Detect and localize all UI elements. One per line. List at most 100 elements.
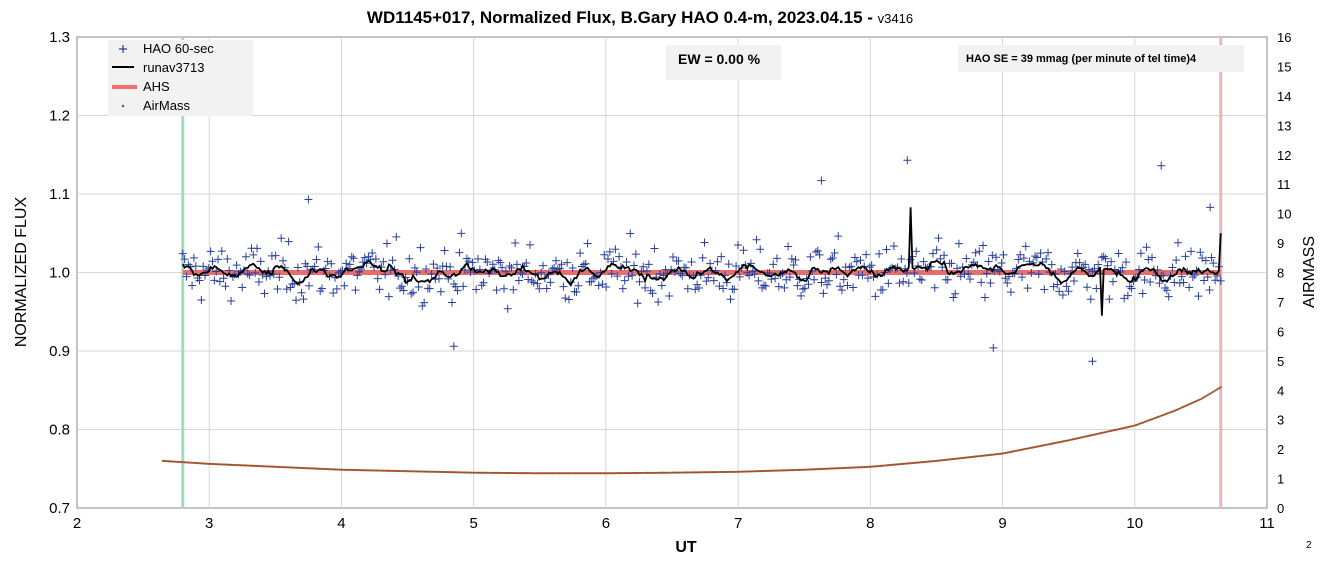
- data-point: [386, 266, 395, 275]
- airmass-point: [278, 465, 281, 469]
- data-point: [533, 279, 542, 288]
- airmass-point: [516, 471, 519, 475]
- airmass-point: [1023, 447, 1027, 451]
- data-point: [496, 258, 505, 267]
- legend-label-runav: runav3713: [143, 60, 204, 75]
- airmass-point: [535, 472, 538, 475]
- airmass-point: [473, 471, 477, 474]
- airmass-point: [1020, 448, 1023, 451]
- data-point: [1060, 267, 1069, 276]
- airmass-point: [722, 470, 725, 474]
- airmass-point: [315, 467, 318, 470]
- airmass-point: [1046, 443, 1050, 446]
- airmass-point: [503, 471, 507, 475]
- airmass-point: [1011, 450, 1014, 453]
- data-point: [1136, 249, 1145, 258]
- airmass-point: [849, 466, 852, 469]
- airmass-point: [514, 471, 517, 475]
- airmass-point: [461, 471, 464, 474]
- airmass-point: [886, 464, 889, 467]
- airmass-point: [891, 463, 894, 466]
- data-point: [206, 247, 215, 256]
- airmass-point: [939, 459, 942, 462]
- airmass-point: [604, 472, 607, 475]
- airmass-point: [865, 465, 868, 469]
- data-point: [368, 248, 377, 257]
- data-point: [943, 275, 952, 284]
- airmass-point: [710, 471, 713, 474]
- data-point: [988, 251, 997, 260]
- data-point: [1094, 260, 1103, 269]
- data-point: [980, 293, 989, 302]
- airmass-point: [281, 466, 284, 469]
- data-point: [488, 260, 497, 269]
- data-point: [1179, 278, 1188, 287]
- airmass-point: [831, 467, 834, 470]
- airmass-point: [327, 468, 330, 471]
- airmass-point: [1097, 432, 1101, 435]
- airmass-point: [408, 470, 411, 473]
- airmass-point: [209, 462, 212, 466]
- data-point: [1044, 248, 1053, 257]
- data-point: [1211, 276, 1220, 285]
- airmass-point: [614, 472, 618, 475]
- airmass-point: [1179, 407, 1182, 410]
- airmass-point: [1119, 427, 1122, 430]
- data-point: [919, 257, 928, 266]
- data-point: [461, 265, 470, 274]
- y2-tick-label: 4: [1277, 383, 1284, 398]
- data-point: [997, 259, 1006, 268]
- data-point: [178, 249, 187, 258]
- y2-tick-label: 15: [1277, 59, 1291, 74]
- airmass-point: [301, 466, 304, 470]
- airmass-point: [1150, 418, 1154, 421]
- airmass-point: [921, 461, 924, 464]
- airmass-point: [951, 457, 954, 461]
- airmass-point: [1157, 415, 1161, 418]
- x-tick-label: 6: [602, 515, 610, 532]
- airmass-point: [521, 472, 524, 475]
- airmass-point: [1073, 437, 1076, 441]
- data-point: [479, 278, 488, 287]
- airmass-point: [1187, 403, 1191, 406]
- airmass-point: [874, 465, 877, 468]
- data-point: [845, 263, 854, 272]
- airmass-point: [1163, 413, 1166, 416]
- airmass-point: [241, 464, 244, 467]
- data-point: [197, 296, 206, 305]
- airmass-point: [978, 455, 981, 458]
- airmass-point: [354, 468, 357, 472]
- airmass-point: [819, 467, 822, 471]
- data-point: [1161, 284, 1170, 293]
- data-point: [1058, 291, 1067, 300]
- airmass-point: [304, 467, 307, 470]
- airmass-point: [574, 472, 577, 475]
- airmass-point: [227, 463, 230, 466]
- data-point: [871, 292, 880, 301]
- airmass-point: [1159, 414, 1162, 418]
- airmass-point: [1122, 426, 1125, 430]
- data-point: [304, 195, 313, 204]
- airmass-point: [1001, 452, 1004, 455]
- data-point: [903, 156, 912, 165]
- airmass-point: [955, 457, 958, 460]
- data-point: [834, 232, 843, 241]
- airmass-point: [396, 469, 399, 473]
- airmass-point: [385, 469, 388, 472]
- airmass-point: [299, 466, 302, 470]
- data-point: [1181, 252, 1190, 261]
- data-point: [433, 264, 442, 273]
- airmass-point: [1082, 435, 1085, 439]
- airmass-point: [577, 472, 581, 475]
- data-point: [977, 278, 986, 287]
- data-point: [453, 286, 462, 295]
- airmass-point: [962, 456, 965, 460]
- airmass-point: [997, 452, 1000, 456]
- airmass-point: [773, 469, 776, 472]
- data-point: [806, 252, 815, 261]
- airmass-point: [339, 468, 343, 471]
- airmass-point: [1083, 435, 1087, 438]
- chart-title-main: WD1145+017, Normalized Flux, B.Gary HAO …: [367, 8, 878, 27]
- airmass-point: [958, 457, 961, 460]
- data-point: [657, 281, 666, 290]
